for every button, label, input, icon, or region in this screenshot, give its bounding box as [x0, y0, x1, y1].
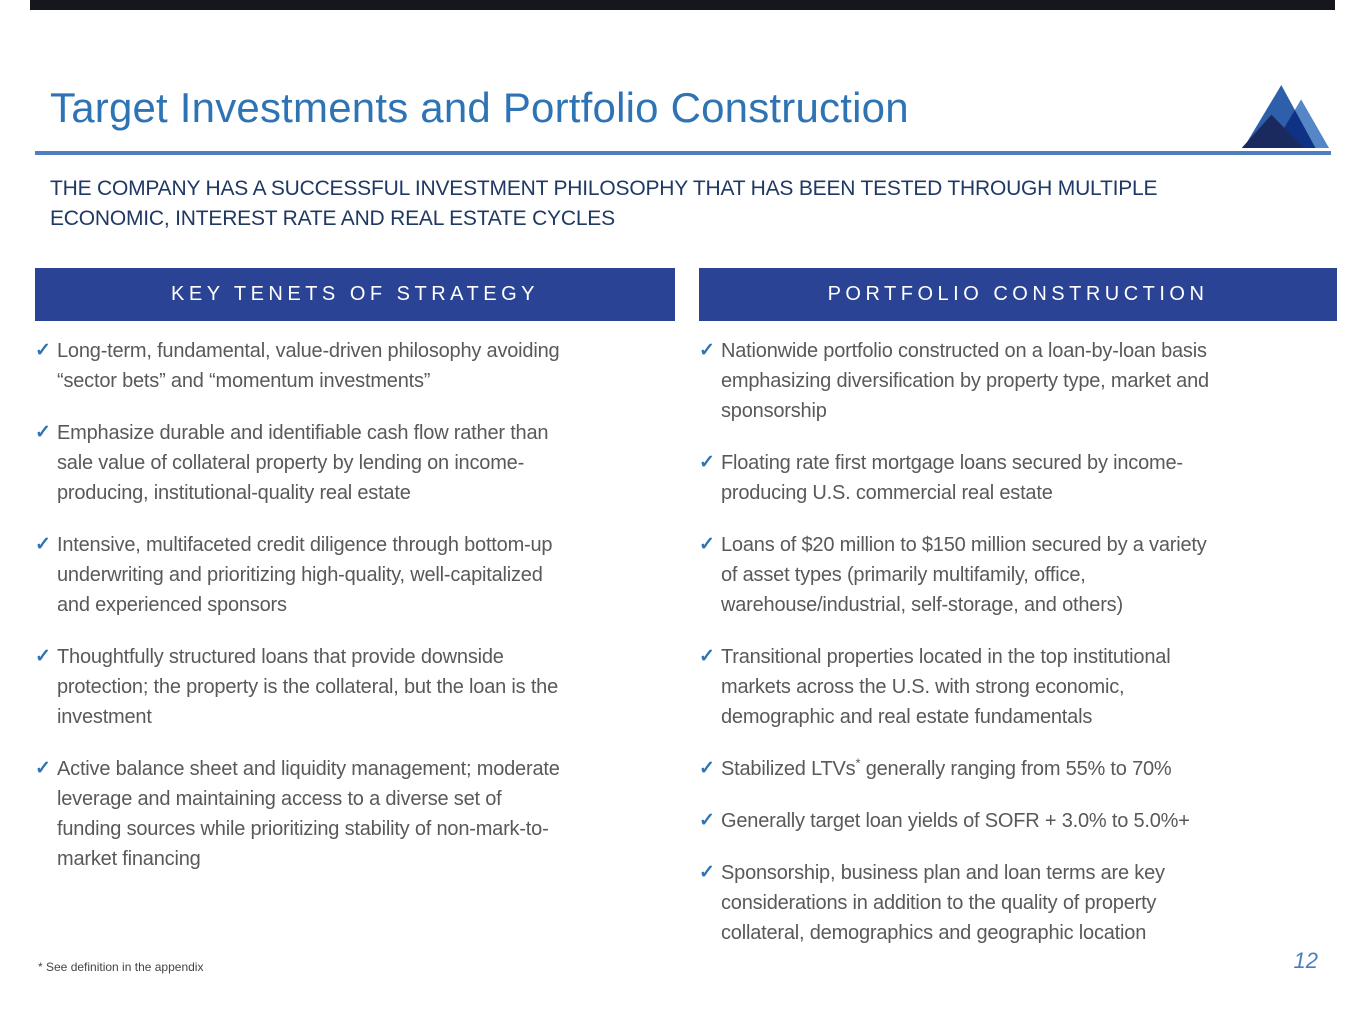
page-title: Target Investments and Portfolio Constru…	[50, 84, 909, 131]
slide-subtitle: THE COMPANY HAS A SUCCESSFUL INVESTMENT …	[50, 177, 1158, 230]
checkmark-icon: ✓	[35, 340, 51, 361]
list-item: ✓ Intensive, multifaceted credit diligen…	[35, 530, 675, 620]
bullet-text-continued: generally ranging from 55% to 70%	[860, 758, 1172, 780]
bullet-text: Thoughtfully structured loans that provi…	[57, 646, 559, 728]
page-number: 12	[1293, 948, 1318, 973]
list-item: ✓ Thoughtfully structured loans that pro…	[35, 642, 675, 732]
checkmark-icon: ✓	[699, 862, 715, 883]
top-accent-bar	[30, 0, 1335, 10]
key-tenets-column: KEY TENETS OF STRATEGY ✓ Long-term, fund…	[35, 268, 675, 896]
checkmark-icon: ✓	[699, 452, 715, 473]
portfolio-construction-list: ✓ Nationwide portfolio constructed on a …	[699, 336, 1337, 948]
bullet-text: Intensive, multifaceted credit diligence…	[57, 534, 553, 616]
portfolio-construction-header: PORTFOLIO CONSTRUCTION	[699, 268, 1337, 321]
checkmark-icon: ✓	[699, 810, 715, 831]
bullet-text: Sponsorship, business plan and loan term…	[721, 862, 1165, 944]
list-item: ✓ Long-term, fundamental, value-driven p…	[35, 336, 675, 396]
bullet-text: Emphasize durable and identifiable cash …	[57, 422, 549, 504]
bullet-text: Long-term, fundamental, value-driven phi…	[57, 340, 560, 392]
key-tenets-list: ✓ Long-term, fundamental, value-driven p…	[35, 336, 675, 874]
bullet-text: Generally target loan yields of SOFR + 3…	[721, 810, 1190, 832]
portfolio-construction-column: PORTFOLIO CONSTRUCTION ✓ Nationwide port…	[699, 268, 1337, 970]
list-item: ✓ Loans of $20 million to $150 million s…	[699, 530, 1337, 620]
list-item: ✓ Floating rate first mortgage loans sec…	[699, 448, 1337, 508]
list-item: ✓ Transitional properties located in the…	[699, 642, 1337, 732]
checkmark-icon: ✓	[699, 340, 715, 361]
checkmark-icon: ✓	[699, 646, 715, 667]
checkmark-icon: ✓	[35, 646, 51, 667]
list-item: ✓ Nationwide portfolio constructed on a …	[699, 336, 1337, 426]
list-item: ✓ Stabilized LTVs* generally ranging fro…	[699, 754, 1337, 784]
bullet-text: Nationwide portfolio constructed on a lo…	[721, 340, 1209, 422]
list-item: ✓ Active balance sheet and liquidity man…	[35, 754, 675, 874]
bullet-text: Transitional properties located in the t…	[721, 646, 1171, 728]
bullet-text: Stabilized LTVs	[721, 758, 856, 780]
list-item: ✓ Generally target loan yields of SOFR +…	[699, 806, 1337, 836]
checkmark-icon: ✓	[699, 758, 715, 779]
title-divider-rule	[35, 151, 1331, 155]
key-tenets-header: KEY TENETS OF STRATEGY	[35, 268, 675, 321]
bullet-text: Loans of $20 million to $150 million sec…	[721, 534, 1207, 616]
footnote-asterisk: *	[855, 755, 861, 771]
checkmark-icon: ✓	[35, 422, 51, 443]
list-item: ✓ Emphasize durable and identifiable cas…	[35, 418, 675, 508]
checkmark-icon: ✓	[699, 534, 715, 555]
bullet-text: Floating rate first mortgage loans secur…	[721, 452, 1183, 504]
bullet-text: Active balance sheet and liquidity manag…	[57, 758, 560, 870]
list-item: ✓ Sponsorship, business plan and loan te…	[699, 858, 1337, 948]
checkmark-icon: ✓	[35, 758, 51, 779]
mountain-logo-icon	[1241, 85, 1329, 148]
appendix-footnote: * See definition in the appendix	[38, 960, 204, 974]
checkmark-icon: ✓	[35, 534, 51, 555]
